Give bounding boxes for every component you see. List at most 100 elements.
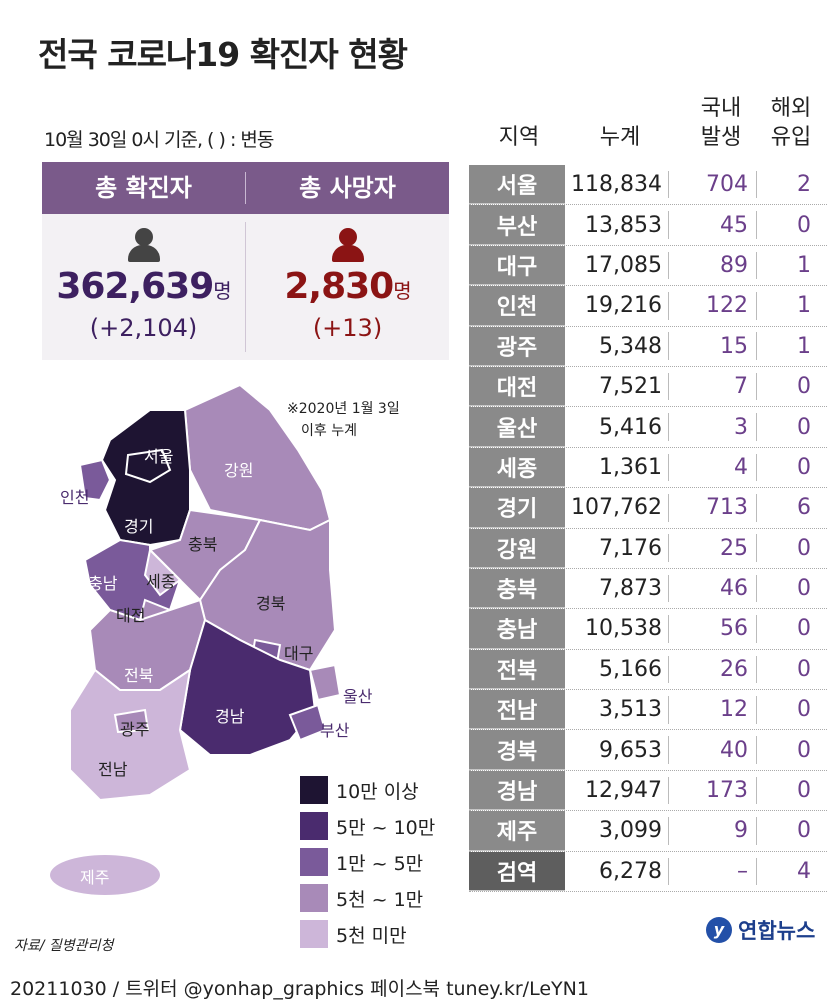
legend-item: 1만 ~ 5만	[300, 844, 435, 880]
imported-cell: 1	[797, 252, 811, 278]
domestic-cell: 704	[669, 170, 757, 199]
map-region-ulsan	[308, 663, 342, 702]
map-label-gyeongbuk: 경북	[256, 594, 286, 613]
deaths-unit: 명	[393, 279, 411, 303]
domestic-cell: 40	[669, 736, 757, 764]
map-region-jeonnam	[69, 667, 192, 802]
deaths-total: 2,830명	[246, 266, 449, 307]
map-label-ulsan: 울산	[343, 687, 373, 706]
map-label-chungnam: 충남	[88, 574, 118, 593]
map-label-jeonnam: 전남	[98, 760, 128, 779]
region-cell: 강원	[469, 528, 565, 568]
domestic-cell: 15	[669, 332, 757, 361]
summary-header: 총 확진자 총 사망자	[42, 162, 449, 214]
confirmed-change: (+2,104)	[89, 314, 198, 342]
table-row: 인천 19,216 122 1	[469, 286, 827, 327]
imported-cell: 0	[797, 535, 811, 561]
total-cell: 5,416	[565, 413, 669, 441]
korea-map	[50, 383, 342, 895]
table-row: 강원 7,176 25 0	[469, 528, 827, 569]
table-row: 검역 6,278– 4	[469, 851, 827, 893]
domestic-cell: 7	[669, 372, 757, 401]
body-divider	[245, 222, 246, 352]
table-row: 제주 3,099 9 0	[469, 811, 827, 852]
total-cell: 10,538	[565, 615, 669, 643]
region-cell: 경북	[469, 730, 565, 770]
domestic-cell: 9	[669, 817, 757, 845]
legend-label: 5천 ~ 1만	[336, 888, 424, 911]
table-row: 충남 10,538 56 0	[469, 609, 827, 650]
header-region: 지역	[498, 125, 540, 150]
map-region-sejong	[143, 547, 182, 597]
map-region-jeju	[50, 855, 160, 895]
person-icon-red	[331, 228, 364, 262]
table-row: 충북 7,873 46 0	[469, 568, 827, 610]
confirmed-label: 총 확진자	[95, 174, 192, 202]
map-region-seoul	[124, 448, 172, 484]
region-cell: 광주	[469, 326, 565, 366]
imported-cell: 0	[797, 656, 811, 682]
map-label-daejeon: 대전	[116, 606, 146, 625]
region-cell: 전북	[469, 649, 565, 690]
imported-cell: 0	[797, 414, 811, 440]
imported-cell: 0	[797, 454, 811, 480]
region-cell: 제주	[469, 811, 565, 851]
domestic-cell: 45	[669, 211, 757, 239]
confirmed-column: 362,639명 (+2,104)	[42, 214, 245, 360]
table-row: 부산 13,853 45 0	[469, 205, 827, 246]
map-label-chungbuk: 충북	[188, 535, 218, 554]
deaths-change: (+13)	[312, 314, 383, 342]
legend-swatch	[300, 812, 328, 840]
table-row: 대구 17,085 89 1	[469, 245, 827, 287]
logo-text: 연합뉴스	[738, 919, 816, 943]
region-cell: 충남	[469, 609, 565, 649]
map-label-sejong: 세종	[146, 572, 176, 591]
region-cell: 세종	[469, 447, 565, 488]
map-label-busan: 부산	[320, 721, 350, 740]
confirmed-value: 362,639	[56, 266, 214, 307]
table-row: 경기 107,762 713 6	[469, 488, 827, 529]
table-row: 대전 7,521 7 0	[469, 366, 827, 408]
page-title: 전국 코로나19 확진자 현황	[38, 35, 408, 74]
imported-cell: 0	[797, 576, 811, 602]
domestic-cell: 25	[669, 534, 757, 562]
region-cell: 대구	[469, 245, 565, 286]
region-cell: 전남	[469, 690, 565, 730]
table-row: 경북 9,653 40 0	[469, 730, 827, 771]
total-cell: 9,653	[565, 736, 669, 764]
total-cell: 7,176	[565, 534, 669, 562]
domestic-cell: 122	[669, 292, 757, 320]
imported-cell: 0	[797, 818, 811, 844]
legend-swatch	[300, 776, 328, 804]
map-label-gangwon: 강원	[224, 461, 254, 480]
legend-item: 5천 미만	[300, 916, 435, 952]
imported-cell: 0	[797, 697, 811, 723]
yonhap-logo-icon: y	[706, 917, 732, 943]
imported-cell: 0	[797, 737, 811, 763]
legend-swatch	[300, 848, 328, 876]
imported-cell: 1	[797, 333, 811, 359]
table-row: 세종 1,361 4 0	[469, 447, 827, 489]
confirmed-total: 362,639명	[42, 266, 245, 307]
domestic-cell: 173	[669, 776, 757, 805]
imported-cell: 1	[797, 293, 811, 319]
deaths-column: 2,830명 (+13)	[246, 214, 449, 360]
total-cell: 1,361	[565, 453, 669, 482]
total-cell: 5,166	[565, 655, 669, 684]
region-cell: 검역	[469, 851, 565, 892]
cases-table: 서울 118,834 704 2 부산 13,853 45 0 대구 17,085 89 1 인천 19,…	[469, 165, 827, 893]
legend-swatch	[300, 884, 328, 912]
imported-cell: 4	[797, 858, 811, 884]
domestic-cell: 3	[669, 413, 757, 441]
map-label-seoul: 서울	[144, 447, 174, 466]
imported-cell: 6	[797, 495, 811, 521]
map-label-jeonbuk: 전북	[124, 666, 154, 685]
total-cell: 17,085	[565, 251, 669, 280]
region-cell: 부산	[469, 205, 565, 245]
map-label-gyeonggi: 경기	[124, 517, 154, 536]
header-total: 누계	[599, 125, 641, 150]
legend-item: 5천 ~ 1만	[300, 880, 435, 916]
domestic-cell: 12	[669, 695, 757, 724]
map-label-gwangju: 광주	[120, 720, 150, 739]
table-row: 서울 118,834 704 2	[469, 165, 827, 206]
